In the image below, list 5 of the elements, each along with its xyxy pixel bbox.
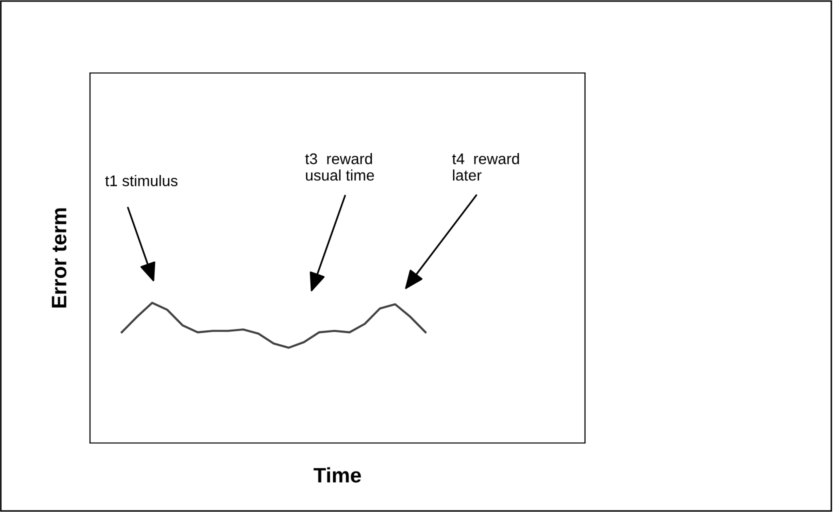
x-axis-title: Time <box>314 467 361 483</box>
text: t3 reward usual time <box>305 153 374 181</box>
text: t4 reward later <box>452 153 519 181</box>
y-axis-title: Error term <box>52 208 66 308</box>
text: t1 stimulus <box>105 175 178 186</box>
